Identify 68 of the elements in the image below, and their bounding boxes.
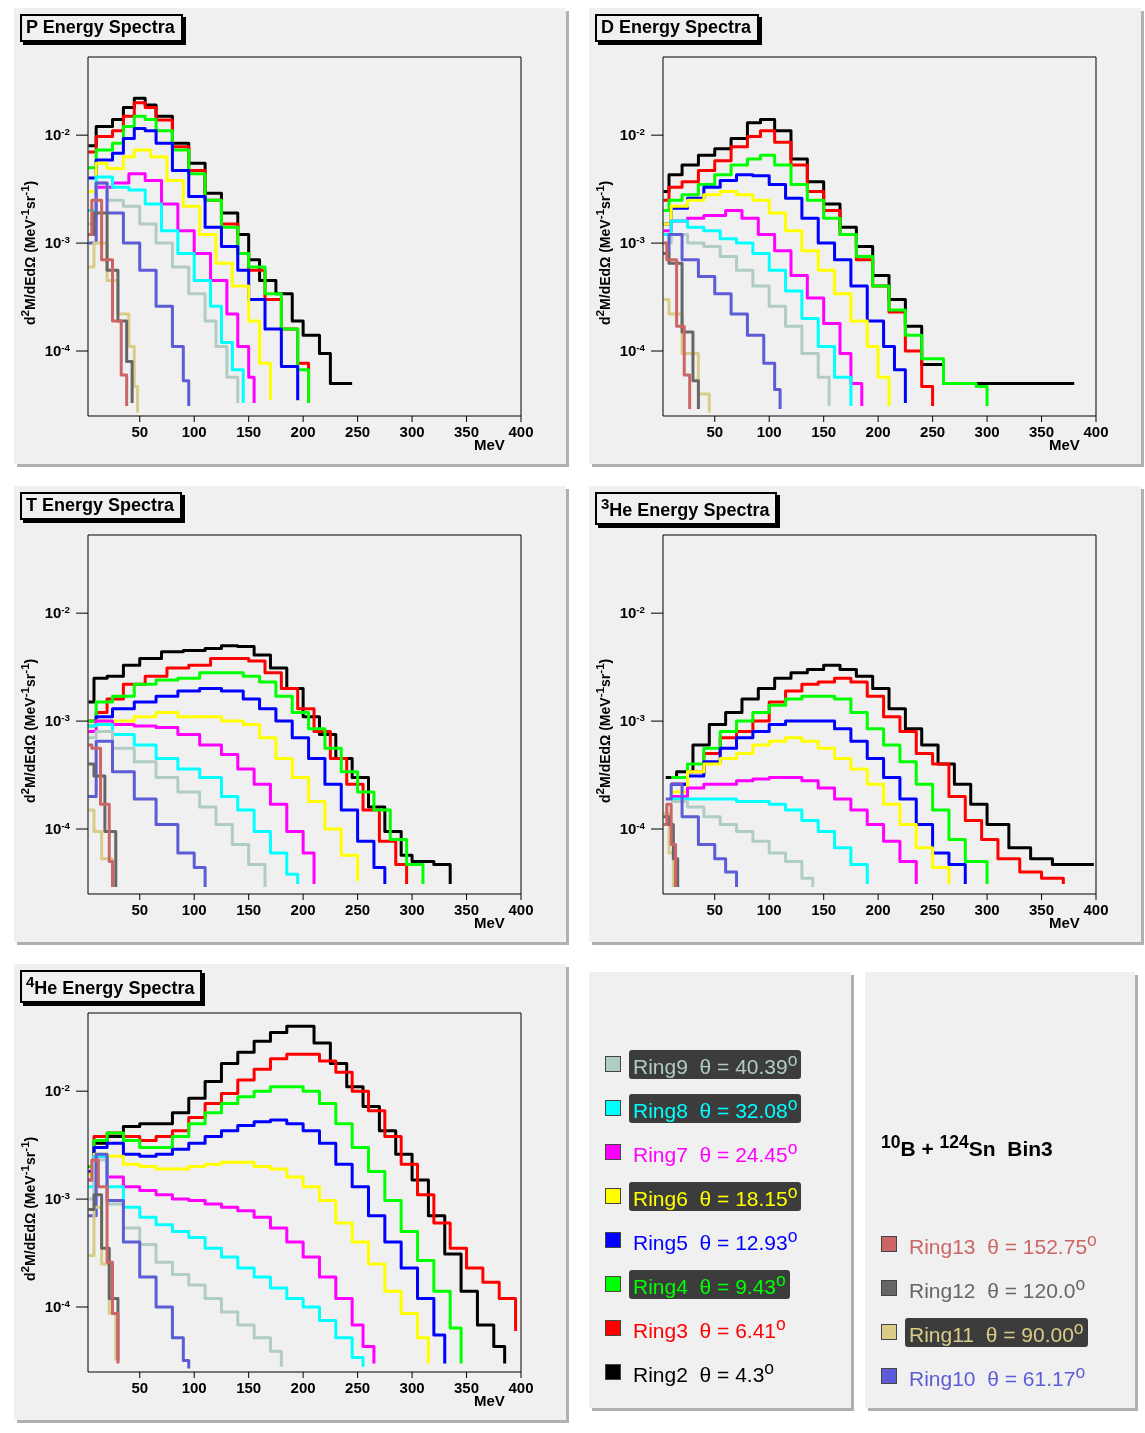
x-tick-label: 200 [290, 423, 316, 440]
chart-title: P Energy Spectra [20, 14, 183, 42]
category-label: Ring4 θ = 9.43$^{o}$ [629, 1269, 790, 1299]
x-tick-label: 300 [399, 423, 425, 440]
x-tick-label: 100 [756, 423, 782, 440]
x-tick-label: 50 [131, 901, 149, 918]
y-tick-label: 10$^{-3}$ [619, 233, 646, 252]
x-tick-label: 400 [508, 901, 534, 918]
x-tick-label: 100 [756, 901, 782, 918]
y-tick-label: 10$^{-3}$ [44, 711, 71, 730]
x-tick-label: 300 [399, 901, 425, 918]
category-label: Ring10 θ = 61.17$^{o}$ [908, 1361, 1087, 1391]
x-tick-label: 100 [181, 901, 207, 918]
x-tick-label: 150 [236, 1379, 262, 1396]
chart-title: D Energy Spectra [595, 14, 760, 42]
x-tick-label: 250 [345, 1379, 371, 1396]
category-label: Ring12 θ = 120.0$^{o}$ [908, 1273, 1087, 1303]
x-tick-label: 50 [131, 423, 149, 440]
category-label: Ring8 θ = 32.08$^{o}$ [629, 1093, 802, 1123]
y-tick-label: 10$^{-2}$ [44, 603, 71, 622]
x-tick-label: 150 [236, 901, 262, 918]
y-tick-label: 10$^{-4}$ [44, 819, 71, 838]
category-label: Ring3 θ = 6.41$^{o}$ [632, 1313, 787, 1343]
x-tick-label: 250 [345, 901, 371, 918]
y-tick-label: 10$^{-2}$ [619, 603, 646, 622]
chart-title: $^{3}$He Energy Spectra [595, 492, 778, 525]
y-tick-label: 10$^{-2}$ [44, 1081, 71, 1100]
x-tick-label: 150 [811, 901, 837, 918]
x-tick-label: 200 [290, 1379, 316, 1396]
category-label: Ring2 θ = 4.3$^{o}$ [632, 1357, 776, 1387]
x-tick-label: 400 [1083, 423, 1109, 440]
x-tick-label: 150 [811, 423, 837, 440]
x-tick-label: 400 [508, 1379, 534, 1396]
x-tick-label: 250 [920, 423, 946, 440]
y-tick-label: 10$^{-4}$ [619, 819, 646, 838]
x-tick-label: 300 [974, 901, 1000, 918]
y-tick-label: 10$^{-3}$ [44, 1189, 71, 1208]
category-label: Ring6 θ = 18.15$^{o}$ [629, 1181, 802, 1211]
category-label: Ring13 θ = 152.75$^{o}$ [908, 1229, 1098, 1259]
chart-title: $^{4}$He Energy Spectra [20, 970, 203, 1003]
x-tick-label: 400 [508, 423, 534, 440]
text: $^{10}$B + $^{124}$Sn Bin3 [881, 1132, 1054, 1162]
y-tick-label: 10$^{-2}$ [619, 125, 646, 144]
y-tick-label: 10$^{-3}$ [44, 233, 71, 252]
x-tick-label: 300 [399, 1379, 425, 1396]
x-tick-label: 50 [131, 1379, 149, 1396]
chart-title: T Energy Spectra [20, 492, 183, 520]
x-tick-label: 250 [920, 901, 946, 918]
x-tick-label: 200 [865, 901, 891, 918]
x-tick-label: 50 [706, 901, 724, 918]
x-tick-label: 100 [181, 423, 207, 440]
category-label: Ring9 θ = 40.39$^{o}$ [629, 1049, 802, 1079]
category-label: Ring5 θ = 12.93$^{o}$ [632, 1225, 799, 1255]
y-tick-label: 10$^{-4}$ [44, 341, 71, 360]
x-tick-label: 150 [236, 423, 262, 440]
x-tick-label: 200 [290, 901, 316, 918]
x-tick-label: 400 [1083, 901, 1109, 918]
x-tick-label: 200 [865, 423, 891, 440]
category-label: Ring11 θ = 90.00$^{o}$ [905, 1317, 1088, 1347]
y-tick-label: 10$^{-4}$ [44, 1297, 71, 1316]
x-tick-label: 50 [706, 423, 724, 440]
category-label: Ring7 θ = 24.45$^{o}$ [632, 1137, 799, 1167]
y-tick-label: 10$^{-2}$ [44, 125, 71, 144]
y-tick-label: 10$^{-4}$ [619, 341, 646, 360]
x-tick-label: 300 [974, 423, 1000, 440]
x-tick-label: 100 [181, 1379, 207, 1396]
y-tick-label: 10$^{-3}$ [619, 711, 646, 730]
x-tick-label: 250 [345, 423, 371, 440]
